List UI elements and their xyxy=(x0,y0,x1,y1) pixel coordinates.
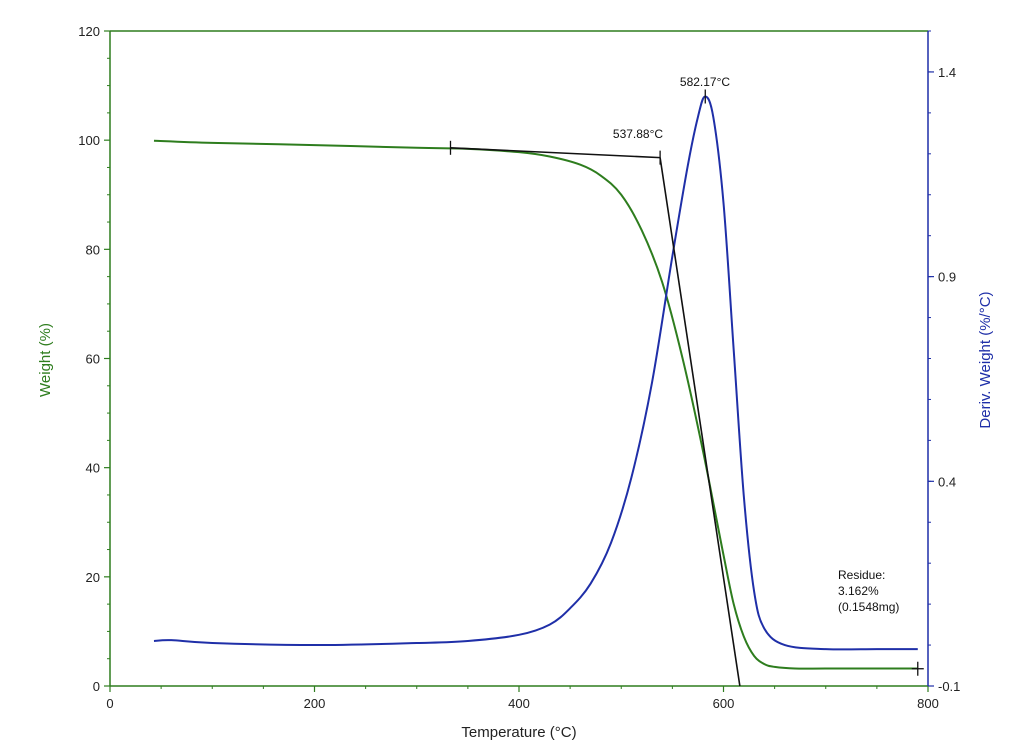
peak-temperature-label: 582.17°C xyxy=(680,75,731,89)
x-tick-label: 800 xyxy=(917,696,939,711)
residue-label: Residue: xyxy=(838,568,885,582)
onset-tangent-line xyxy=(450,147,661,159)
y-left-tick-label: 100 xyxy=(78,133,100,148)
y-left-tick-label: 40 xyxy=(86,461,100,476)
x-axis-title: Temperature (°C) xyxy=(461,724,576,741)
x-tick-label: 600 xyxy=(713,696,735,711)
x-tick-label: 0 xyxy=(106,696,113,711)
y-left-tick-label: 60 xyxy=(86,352,100,367)
y-right-tick-label: -0.1 xyxy=(938,679,960,694)
onset-temperature-label: 537.88°C xyxy=(613,127,664,141)
onset-tangent-line xyxy=(659,157,741,687)
marker-group xyxy=(449,89,924,676)
residue-percent-label: 3.162% xyxy=(838,584,879,598)
y-axis-left-title: Weight (%) xyxy=(37,323,54,397)
series-group xyxy=(153,95,918,670)
y-axis-left: 0 20 40 60 80 100 120 xyxy=(78,24,110,694)
plot-frame xyxy=(109,30,929,687)
weight-curve xyxy=(153,139,918,670)
y-left-tick-label: 0 xyxy=(93,679,100,694)
y-axis-right-title: Deriv. Weight (%/°C) xyxy=(977,291,994,428)
x-tick-label: 400 xyxy=(508,696,530,711)
y-right-tick-label: 0.4 xyxy=(938,474,956,489)
y-right-tick-label: 1.4 xyxy=(938,65,956,80)
x-tick-label: 200 xyxy=(304,696,326,711)
y-axis-right: -0.1 0.4 0.9 1.4 xyxy=(928,30,960,694)
deriv-weight-curve xyxy=(153,95,918,651)
y-right-tick-label: 0.9 xyxy=(938,270,956,285)
tangent-group xyxy=(450,147,741,687)
x-axis: 0 200 400 600 800 xyxy=(106,686,939,711)
y-left-tick-label: 20 xyxy=(86,570,100,585)
y-left-tick-label: 120 xyxy=(78,24,100,39)
residue-mass-label: (0.1548mg) xyxy=(838,600,899,614)
y-left-tick-label: 80 xyxy=(86,242,100,257)
